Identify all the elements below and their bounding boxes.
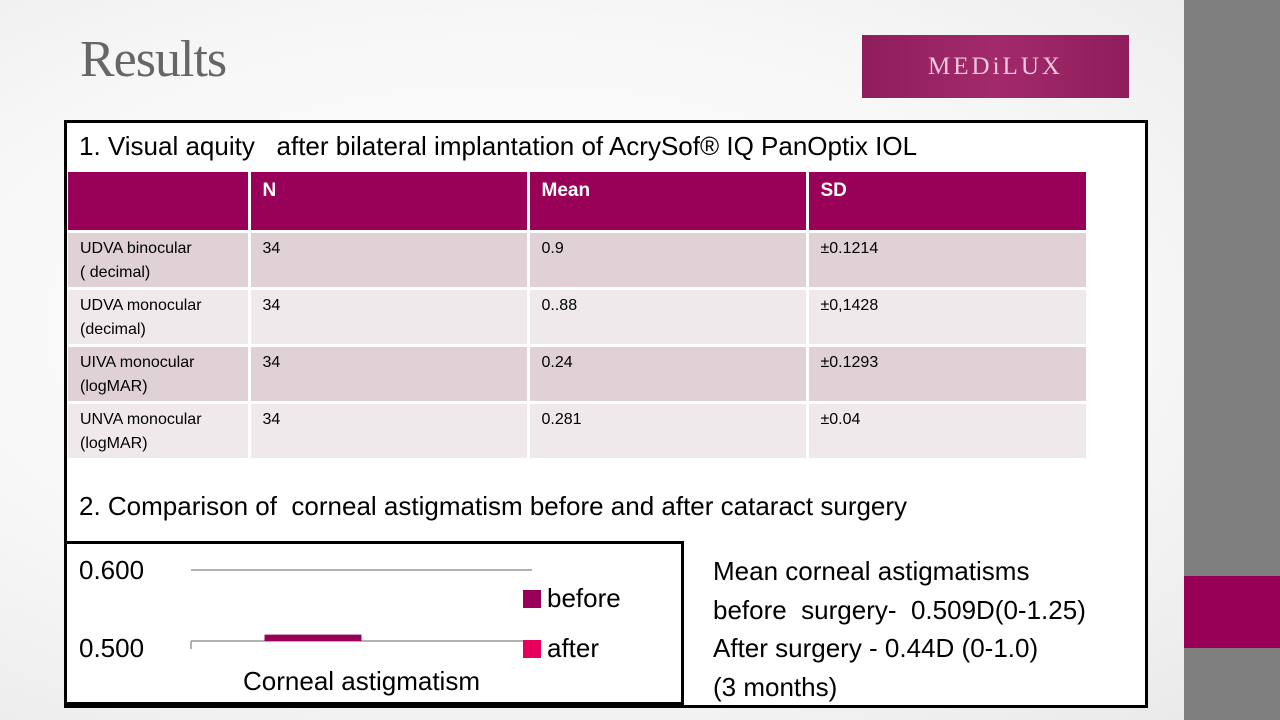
legend-swatch-after	[523, 640, 541, 658]
slide-title: Results	[80, 31, 227, 88]
row-unit: (logMAR)	[80, 378, 148, 395]
mean-cell: 0.24	[528, 345, 809, 404]
legend-label-after: after	[547, 633, 599, 663]
row-unit: (logMAR)	[80, 435, 148, 452]
table-row: UDVA binocular ( decimal) 34 0.9 ±0.1214	[68, 231, 1086, 290]
n-cell: 34	[249, 288, 530, 347]
row-unit: ( decimal)	[80, 264, 151, 281]
row-label: UIVA monocular	[80, 354, 195, 371]
sidebar-accent	[1184, 576, 1280, 648]
row-label-cell: UDVA monocular (decimal)	[68, 288, 251, 347]
legend-label-before: before	[547, 583, 621, 613]
table-header-cell: SD	[807, 172, 1086, 233]
medilux-logo: MEDiLUX	[862, 35, 1129, 98]
row-label-cell: UNVA monocular (logMAR)	[68, 402, 251, 461]
note-line: before surgery- 0.509D(0-1.25)	[713, 594, 1086, 625]
row-unit: (decimal)	[80, 321, 146, 338]
astigmatism-notes: Mean corneal astigmatisms before surgery…	[713, 552, 1086, 706]
note-line: After surgery - 0.44D (0-1.0)	[713, 633, 1039, 663]
chart-frame: 0.600 0.500 Corneal astigmatism before after	[64, 541, 684, 705]
note-line: Mean corneal astigmatisms	[713, 556, 1030, 586]
table-row: UDVA monocular (decimal) 34 0..88 ±0,1428	[68, 288, 1086, 347]
row-label-cell: UIVA monocular (logMAR)	[68, 345, 251, 404]
sd-cell: ±0.1293	[807, 345, 1086, 404]
logo-text: MEDiLUX	[928, 52, 1063, 80]
section1-heading: 1. Visual aquity after bilateral implant…	[79, 131, 918, 161]
table-row: UNVA monocular (logMAR) 34 0.281 ±0.04	[68, 402, 1086, 461]
astigmatism-chart: 0.600 0.500 Corneal astigmatism before after	[79, 555, 621, 696]
bar-before	[264, 634, 362, 641]
x-category-label: Corneal astigmatism	[243, 666, 480, 696]
n-cell: 34	[249, 231, 530, 290]
row-label: UDVA monocular	[80, 297, 202, 314]
sd-cell: ±0.04	[807, 402, 1086, 461]
note-line: (3 months)	[713, 671, 838, 702]
table-header-row: N Mean SD	[68, 172, 1086, 233]
table-row: UIVA monocular (logMAR) 34 0.24 ±0.1293	[68, 345, 1086, 404]
row-label-cell: UDVA binocular ( decimal)	[68, 231, 251, 290]
row-label: UNVA monocular	[80, 411, 202, 428]
section2-heading: 2. Comparison of corneal astigmatism bef…	[79, 491, 908, 521]
n-cell: 34	[249, 345, 530, 404]
y-tick-label: 0.500	[79, 633, 144, 663]
row-label: UDVA binocular	[80, 240, 192, 257]
table-header-cell: Mean	[528, 172, 809, 233]
legend-swatch-before	[523, 590, 541, 608]
sd-cell: ±0.1214	[807, 231, 1086, 290]
visual-acuity-table: N Mean SD UDVA binocular ( decimal) 34 0.…	[68, 172, 1086, 461]
mean-cell: 0.281	[528, 402, 809, 461]
n-cell: 34	[249, 402, 530, 461]
sd-cell: ±0,1428	[807, 288, 1086, 347]
mean-cell: 0.9	[528, 231, 809, 290]
table-header-cell: N	[249, 172, 530, 233]
table-header-cell	[68, 172, 251, 233]
mean-cell: 0..88	[528, 288, 809, 347]
y-tick-label: 0.600	[79, 555, 144, 585]
